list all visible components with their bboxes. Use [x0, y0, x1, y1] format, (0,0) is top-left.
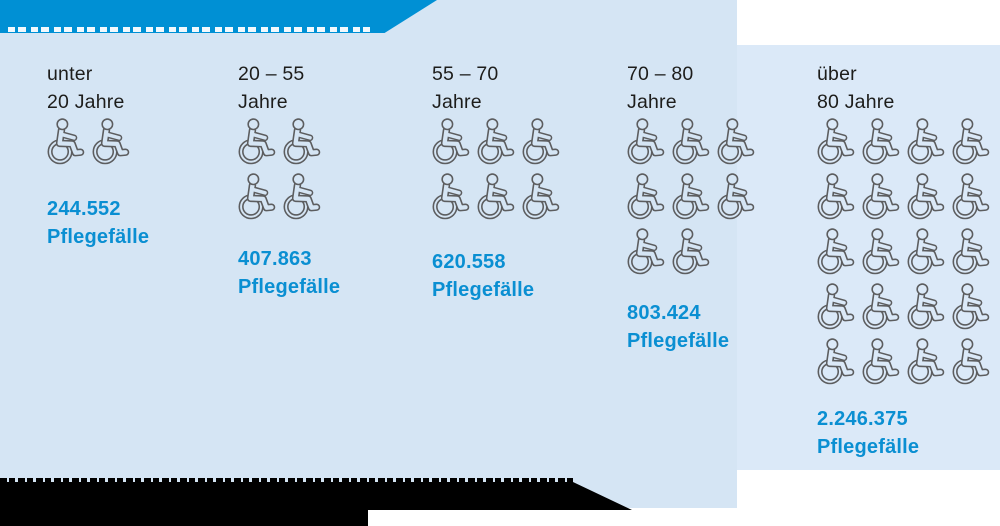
- age-group-column: 70 – 80 Jahre 803.424 Pflegefälle: [627, 60, 819, 355]
- icon-grid: [47, 117, 239, 166]
- unit-label: Pflegefälle: [432, 279, 535, 301]
- wheelchair-icon: [627, 227, 668, 276]
- icon-row: [627, 172, 819, 221]
- wheelchair-icon: [522, 117, 563, 166]
- wheelchair-icon: [717, 117, 758, 166]
- age-group-column: unter 20 Jahre 244.552 Pflegefälle: [47, 60, 239, 251]
- value-label: 244.552: [47, 198, 121, 220]
- wheelchair-icon: [432, 117, 473, 166]
- wheelchair-icon: [862, 337, 903, 386]
- icon-row: [627, 227, 819, 276]
- age-group-column: über 80 Jahre 2.246.375 Pflegefälle: [817, 60, 1000, 461]
- icon-grid: [432, 117, 624, 221]
- icon-row: [817, 282, 1000, 331]
- wheelchair-icon: [477, 172, 518, 221]
- footer-black-shape: [0, 482, 632, 526]
- wheelchair-icon: [952, 227, 993, 276]
- icon-row: [817, 227, 1000, 276]
- age-group-label: unter 20 Jahre: [47, 63, 125, 113]
- wheelchair-icon: [817, 117, 858, 166]
- wheelchair-icon: [952, 337, 993, 386]
- value-label: 803.424: [627, 302, 701, 324]
- wheelchair-icon: [907, 282, 948, 331]
- icon-row: [238, 117, 430, 166]
- age-group-column: 55 – 70 Jahre 620.558 Pflegefälle: [432, 60, 624, 304]
- wheelchair-icon: [92, 117, 133, 166]
- wheelchair-icon: [672, 117, 713, 166]
- wheelchair-icon: [907, 337, 948, 386]
- footer-bar: [0, 478, 632, 526]
- unit-label: Pflegefälle: [627, 330, 730, 352]
- wheelchair-icon: [238, 117, 279, 166]
- wheelchair-icon: [907, 227, 948, 276]
- wheelchair-icon: [432, 172, 473, 221]
- value-label: 407.863: [238, 248, 312, 270]
- icon-row: [817, 172, 1000, 221]
- wheelchair-icon: [627, 117, 668, 166]
- wheelchair-icon: [238, 172, 279, 221]
- wheelchair-icon: [862, 282, 903, 331]
- wheelchair-icon: [907, 172, 948, 221]
- icon-row: [627, 117, 819, 166]
- icon-grid: [627, 117, 819, 276]
- age-group-label: über 80 Jahre: [817, 63, 895, 113]
- icon-row: [817, 337, 1000, 386]
- wheelchair-icon: [952, 117, 993, 166]
- wheelchair-icon: [817, 282, 858, 331]
- wheelchair-icon: [907, 117, 948, 166]
- icon-grid: [817, 117, 1000, 386]
- icon-row: [432, 172, 624, 221]
- wheelchair-icon: [477, 117, 518, 166]
- icon-grid: [238, 117, 430, 221]
- wheelchair-icon: [817, 337, 858, 386]
- wheelchair-icon: [522, 172, 563, 221]
- wheelchair-icon: [862, 117, 903, 166]
- unit-label: Pflegefälle: [47, 226, 150, 248]
- wheelchair-icon: [817, 227, 858, 276]
- value-label: 620.558: [432, 251, 506, 273]
- wheelchair-icon: [862, 172, 903, 221]
- main-background-panel: [0, 0, 737, 508]
- age-group-label: 55 – 70 Jahre: [432, 63, 499, 113]
- wheelchair-icon: [672, 227, 713, 276]
- wheelchair-icon: [627, 172, 668, 221]
- icon-row: [238, 172, 430, 221]
- icon-row: [432, 117, 624, 166]
- wheelchair-icon: [283, 172, 324, 221]
- value-label: 2.246.375: [817, 408, 908, 430]
- unit-label: Pflegefälle: [817, 436, 920, 458]
- icon-row: [817, 117, 1000, 166]
- age-group-label: 20 – 55 Jahre: [238, 63, 305, 113]
- wheelchair-icon: [283, 117, 324, 166]
- wheelchair-icon: [952, 282, 993, 331]
- title-banner: [0, 0, 437, 33]
- wheelchair-icon: [862, 227, 903, 276]
- wheelchair-icon: [717, 172, 758, 221]
- wheelchair-icon: [47, 117, 88, 166]
- icon-row: [47, 117, 239, 166]
- wheelchair-icon: [672, 172, 713, 221]
- age-group-label: 70 – 80 Jahre: [627, 63, 694, 113]
- cropped-title-text: [8, 27, 370, 32]
- cropped-source-text: [0, 478, 575, 483]
- unit-label: Pflegefälle: [238, 276, 341, 298]
- wheelchair-icon: [817, 172, 858, 221]
- wheelchair-icon: [952, 172, 993, 221]
- age-group-column: 20 – 55 Jahre 407.863 Pflegefälle: [238, 60, 430, 301]
